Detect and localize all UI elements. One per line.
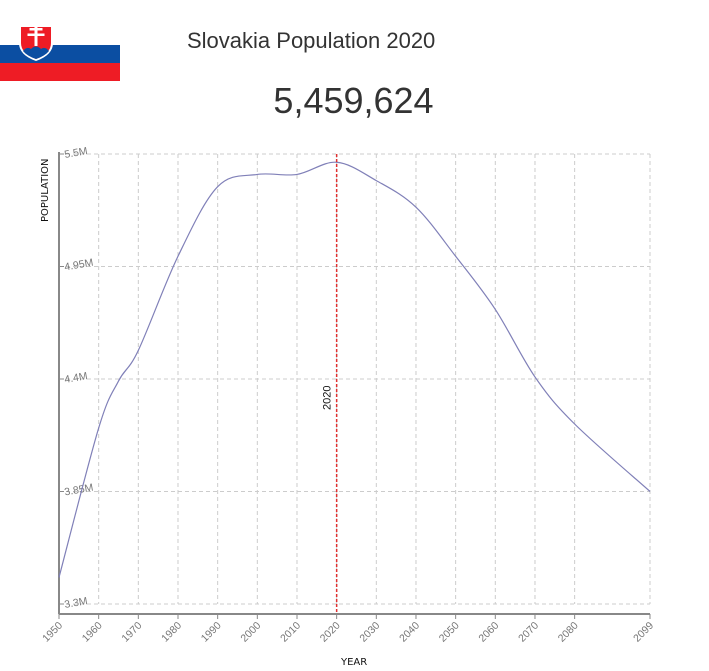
x-tick-label: 1980 bbox=[159, 620, 184, 645]
chart-title: Slovakia Population 2020 bbox=[187, 28, 436, 53]
y-tick-label: 3.85M bbox=[63, 482, 94, 499]
y-tick-label: 3.3M bbox=[63, 595, 88, 611]
axes bbox=[58, 152, 651, 619]
x-tick-label: 2010 bbox=[278, 620, 303, 645]
x-tick-label: 1990 bbox=[199, 620, 224, 645]
x-tick-label: 2050 bbox=[437, 620, 462, 645]
x-tick-label: 2099 bbox=[631, 620, 656, 645]
y-tick-label: 4.4M bbox=[63, 370, 88, 386]
x-tick-label: 2070 bbox=[516, 620, 541, 645]
slovakia-flag-icon bbox=[0, 27, 120, 81]
x-axis-tick-labels: 1950 1960 1970 1980 1990 2000 2010 2020 2030 2040… bbox=[40, 620, 656, 645]
x-tick-label: 2020 bbox=[318, 620, 343, 645]
y-tick-label: 5.5M bbox=[63, 145, 88, 161]
y-tick-label: 4.95M bbox=[63, 257, 94, 274]
x-axis-title: YEAR bbox=[340, 657, 367, 668]
grid-lines bbox=[58, 153, 651, 605]
x-tick-label: 1950 bbox=[40, 620, 65, 645]
population-line bbox=[58, 161, 651, 578]
x-tick-label: 2040 bbox=[397, 620, 422, 645]
x-tick-label: 2060 bbox=[476, 620, 501, 645]
year-2020-marker-label: 2020 bbox=[322, 386, 334, 410]
y-axis-title: POPULATION bbox=[40, 158, 51, 222]
x-tick-label: 2000 bbox=[238, 620, 263, 645]
x-tick-label: 2030 bbox=[357, 620, 382, 645]
population-value: 5,459,624 bbox=[273, 80, 434, 121]
y-axis-tick-labels: 3.3M 3.85M 4.4M 4.95M 5.5M bbox=[63, 145, 94, 611]
x-tick-label: 1970 bbox=[119, 620, 144, 645]
x-tick-label: 2080 bbox=[556, 620, 581, 645]
x-tick-label: 1960 bbox=[80, 620, 105, 645]
